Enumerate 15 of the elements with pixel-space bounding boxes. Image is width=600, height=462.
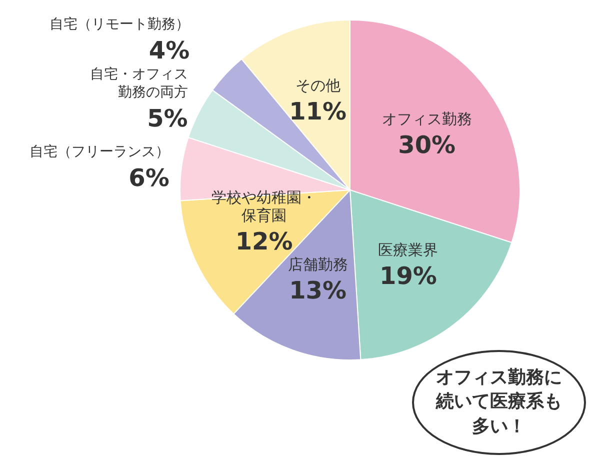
- data-label: 6%: [128, 164, 170, 192]
- slice-label: 医療業界: [378, 241, 438, 260]
- data-label: 5%: [147, 104, 188, 132]
- slice-label: 自宅（リモート勤務）: [50, 16, 190, 32]
- data-label: 12%: [235, 227, 293, 256]
- slice-label: オフィス勤務: [382, 110, 472, 128]
- data-label: 11%: [289, 98, 347, 126]
- data-label: 4%: [148, 36, 190, 64]
- data-label: 13%: [289, 276, 347, 304]
- data-label: 19%: [380, 262, 437, 290]
- slice-label: 店舗勤務: [288, 255, 348, 274]
- data-label: 30%: [398, 131, 456, 160]
- slice-label: その他: [295, 76, 340, 95]
- slice-label: 自宅・オフィス勤務の両方: [90, 66, 188, 100]
- slice-label: 自宅（フリーランス）: [29, 144, 170, 160]
